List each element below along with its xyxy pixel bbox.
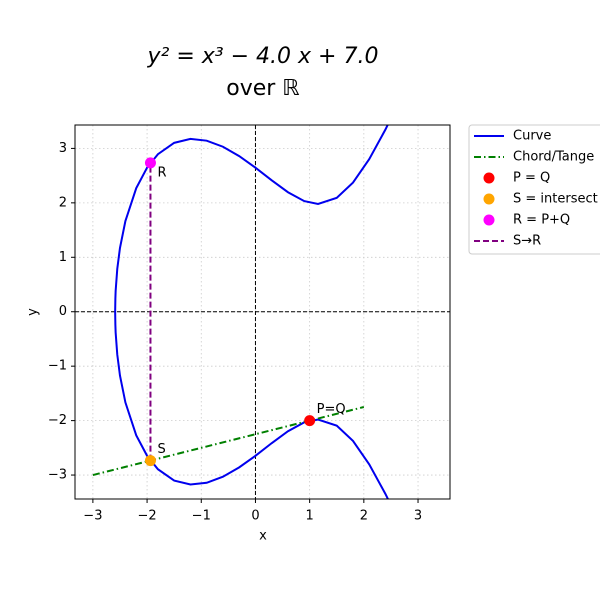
x-tick-label: −2 (137, 509, 156, 524)
y-tick-label: 2 (59, 195, 67, 210)
point-label: S (157, 442, 165, 457)
legend-label: Chord/Tange (513, 150, 594, 165)
legend-label: Curve (513, 129, 551, 144)
series-line (92, 406, 365, 477)
legend-label: S→R (513, 234, 541, 249)
y-tick-label: 0 (59, 304, 67, 319)
legend-label: S = intersect (513, 192, 598, 207)
y-tick-label: −2 (48, 413, 67, 428)
legend-marker (483, 172, 495, 184)
legend-label: R = P+Q (513, 213, 570, 228)
series-line (114, 125, 390, 499)
point (304, 415, 316, 427)
plot-area (75, 125, 450, 499)
legend-marker (483, 214, 495, 226)
y-tick-label: 3 (59, 141, 67, 156)
point (144, 455, 156, 467)
chart-title: y² = x³ − 4.0 x + 7.0 (147, 44, 379, 69)
point-label: R (157, 165, 166, 180)
x-tick-label: 3 (414, 509, 422, 524)
legend-frame (468, 124, 600, 255)
chart-subtitle: over ℝ (226, 76, 299, 101)
legend-label: P = Q (513, 171, 550, 186)
x-tick-label: 1 (306, 509, 314, 524)
y-tick-label: 1 (59, 250, 67, 265)
x-tick-label: −1 (192, 509, 211, 524)
point-label: P=Q (317, 402, 346, 417)
y-axis-label: y (26, 308, 41, 316)
y-tick-label: −3 (48, 468, 67, 483)
legend-marker (483, 193, 495, 205)
x-tick-label: −3 (83, 509, 102, 524)
x-axis-label: x (259, 529, 267, 544)
x-tick-label: 2 (360, 509, 368, 524)
y-tick-label: −1 (48, 359, 67, 374)
axes-frame (74, 124, 451, 500)
point (144, 157, 156, 169)
x-tick-label: 0 (251, 509, 259, 524)
